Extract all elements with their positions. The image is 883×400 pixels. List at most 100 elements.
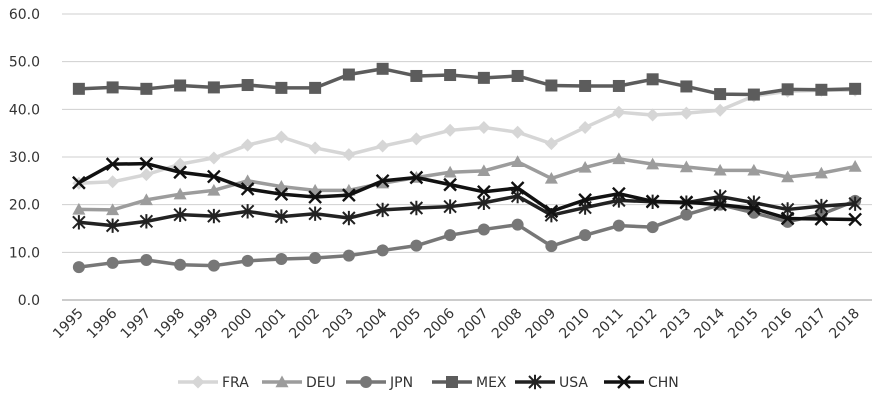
x-tick-label: 2010: [556, 306, 593, 343]
data-point-chn: [443, 177, 457, 192]
data-point-mex: [342, 68, 355, 81]
data-point-mex: [612, 79, 625, 92]
data-point-usa: [207, 208, 221, 224]
data-point-mex: [106, 81, 119, 94]
data-point-jpn: [376, 244, 389, 257]
data-point-mex: [241, 79, 254, 92]
data-point-mex: [207, 81, 220, 94]
data-point-mex: [410, 69, 423, 82]
data-point-fra: [106, 175, 120, 189]
legend-item-deu: DEU: [262, 375, 336, 391]
data-point-chn: [780, 211, 795, 226]
data-point-mex: [747, 88, 760, 101]
series-line-usa: [78, 194, 856, 228]
data-point-mex: [72, 82, 85, 95]
data-point-chn: [544, 204, 559, 219]
data-point-fra: [646, 108, 660, 122]
data-point-jpn: [477, 223, 490, 236]
series-group: [72, 62, 862, 274]
legend-item-jpn: JPN: [346, 375, 413, 391]
data-point-mex: [275, 81, 288, 94]
y-tick-label: 30.0: [9, 150, 40, 166]
x-tick-label: 2012: [624, 306, 661, 343]
series-line-chn: [78, 161, 856, 222]
x-tick-label: 2000: [219, 306, 256, 343]
legend-label-chn: CHN: [648, 375, 679, 391]
data-point-deu: [106, 203, 120, 216]
data-point-fra: [274, 130, 288, 144]
data-point-deu: [848, 160, 862, 172]
x-tick-label: 2015: [725, 306, 762, 343]
data-point-usa: [308, 206, 322, 221]
data-point-mex: [849, 82, 862, 95]
data-point-chn: [510, 181, 525, 195]
data-point-chn: [679, 195, 694, 210]
legend-marker-deu: [275, 375, 289, 388]
data-point-deu: [443, 165, 457, 178]
x-tick-label: 2002: [286, 306, 323, 343]
data-point-fra: [376, 139, 390, 153]
data-point-chn: [612, 186, 626, 201]
data-point-usa: [72, 215, 86, 230]
data-point-deu: [72, 202, 86, 215]
legend-marker-jpn: [360, 376, 372, 388]
data-point-mex: [815, 83, 828, 96]
x-tick-label: 2018: [826, 306, 863, 343]
y-tick-label: 20.0: [9, 198, 40, 214]
data-point-fra: [207, 151, 221, 165]
legend-item-usa: USA: [515, 374, 588, 391]
data-point-deu: [477, 164, 491, 177]
data-point-chn: [139, 156, 154, 171]
x-tick-label: 2009: [523, 306, 560, 343]
x-tick-label: 2001: [253, 306, 290, 343]
data-point-jpn: [140, 253, 153, 266]
series-fra: [72, 83, 862, 190]
legend-marker-fra: [191, 375, 205, 389]
series-line-mex: [78, 67, 856, 97]
data-point-mex: [140, 82, 153, 95]
x-tick-label: 2003: [320, 306, 357, 343]
data-point-chn: [274, 187, 289, 202]
data-point-deu: [274, 180, 288, 192]
data-point-mex: [781, 83, 794, 96]
data-point-mex: [376, 62, 389, 75]
data-point-deu: [781, 170, 795, 183]
data-point-chn: [409, 170, 424, 185]
data-point-chn: [105, 157, 120, 171]
data-point-chn: [645, 194, 660, 209]
data-point-mex: [174, 79, 187, 92]
data-point-mex: [579, 79, 592, 92]
legend-marker-usa: [528, 374, 542, 390]
data-point-usa: [274, 209, 289, 224]
data-point-chn: [342, 188, 356, 202]
data-point-usa: [105, 218, 120, 233]
x-tick-label: 2017: [793, 306, 830, 343]
legend-label-deu: DEU: [306, 375, 336, 391]
x-tick-label: 2016: [759, 305, 796, 342]
data-point-fra: [544, 137, 558, 151]
legend-marker-mex: [446, 376, 458, 388]
x-tick-label: 2014: [691, 305, 728, 342]
data-point-deu: [679, 160, 693, 173]
data-point-deu: [713, 163, 727, 176]
y-tick-label: 60.0: [9, 7, 40, 23]
data-point-mex: [680, 80, 693, 93]
data-point-chn: [747, 201, 761, 216]
data-point-jpn: [612, 219, 625, 232]
legend: FRA DEU JPN MEX USA CHN: [178, 374, 679, 391]
data-point-mex: [477, 71, 490, 84]
data-point-jpn: [579, 229, 592, 242]
data-point-deu: [139, 193, 153, 206]
data-point-fra: [511, 125, 525, 139]
data-point-jpn: [207, 259, 220, 272]
x-tick-label: 1998: [151, 306, 188, 343]
data-point-mex: [714, 88, 727, 101]
data-point-jpn: [275, 253, 288, 266]
x-tick-label: 2011: [590, 306, 627, 343]
data-point-chn: [173, 165, 187, 180]
series-line-fra: [78, 88, 856, 185]
series-chn: [72, 156, 862, 227]
data-point-jpn: [241, 254, 254, 267]
x-tick-label: 2008: [489, 306, 526, 343]
